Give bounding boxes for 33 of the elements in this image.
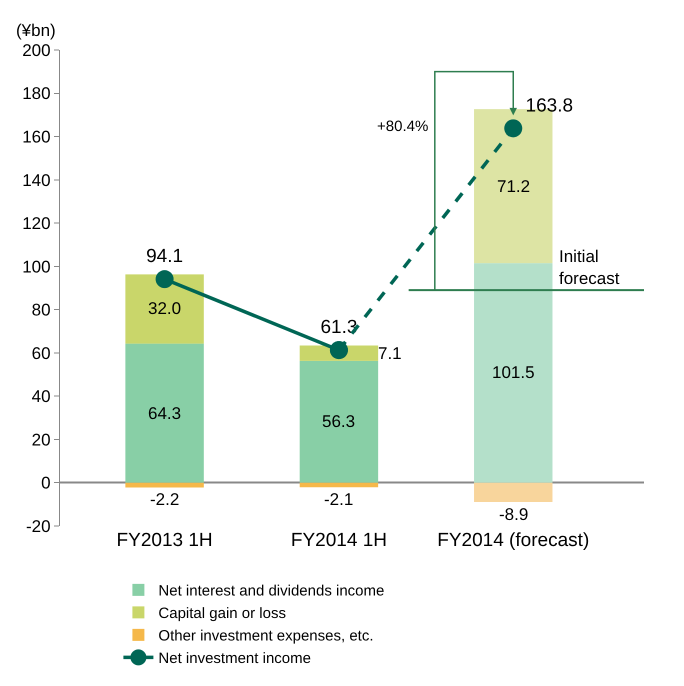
y-tick-label: 80 <box>32 300 51 320</box>
data-label: 163.8 <box>526 95 574 116</box>
data-label: -2.2 <box>150 490 180 509</box>
y-tick-label: 140 <box>22 170 51 190</box>
data-label: 94.1 <box>146 246 184 268</box>
data-label: -2.1 <box>324 490 354 509</box>
x-tick-label: FY2014 (forecast) <box>437 530 590 551</box>
data-label: 101.5 <box>492 363 535 382</box>
y-axis-title: (¥bn) <box>16 21 56 40</box>
y-tick-label: 100 <box>22 257 51 276</box>
y-tick-label: 120 <box>22 214 51 234</box>
legend-label: Net investment income <box>158 650 311 668</box>
x-tick-label: FY2013 1H <box>116 530 213 551</box>
y-tick-label: 40 <box>32 387 51 406</box>
data-label: 7.1 <box>378 344 402 363</box>
y-tick-label: -20 <box>26 516 51 536</box>
y-tick-label: 0 <box>41 474 51 493</box>
data-label: 71.2 <box>497 177 530 196</box>
data-label: -8.9 <box>499 505 528 524</box>
legend-label: Other investment expenses, etc. <box>158 628 374 645</box>
data-label: 32.0 <box>148 299 182 318</box>
y-tick-label: 60 <box>32 344 51 363</box>
legend-label: Net interest and dividends income <box>158 582 384 600</box>
y-tick-label: 20 <box>32 430 51 450</box>
data-label: 56.3 <box>322 412 356 431</box>
y-tick-label: 180 <box>22 84 51 104</box>
x-tick-label: FY2014 1H <box>290 530 387 551</box>
data-label: 64.3 <box>148 404 182 423</box>
ref-line-label: Initial forecast <box>559 247 620 288</box>
y-tick-label: 200 <box>22 40 51 60</box>
annotation: +80.4% <box>377 118 428 135</box>
legend-label: Capital gain or loss <box>158 605 286 622</box>
y-tick-label: 160 <box>22 128 51 146</box>
